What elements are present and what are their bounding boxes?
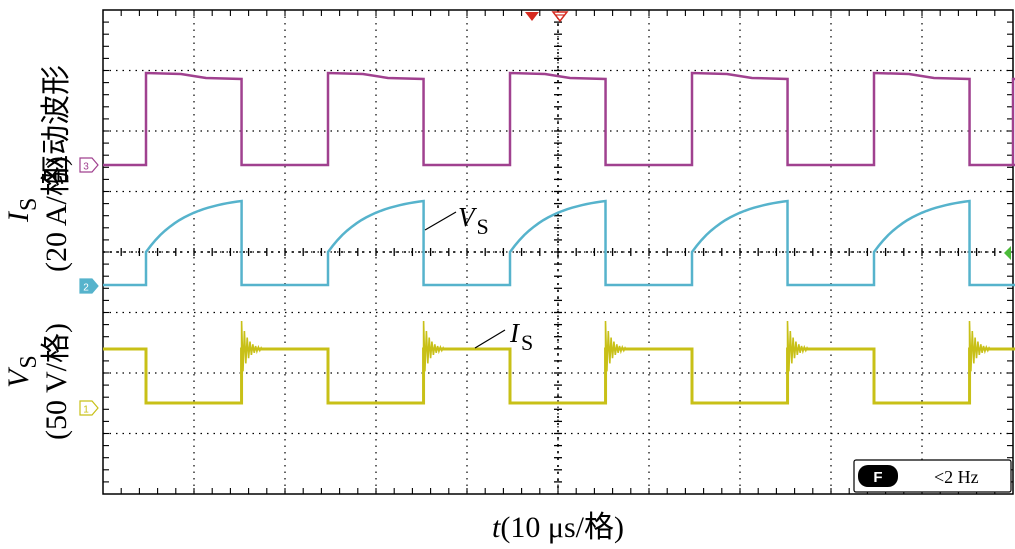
ringing-burst <box>786 320 810 372</box>
annotation-is: IS <box>509 318 533 355</box>
series-voltage <box>103 347 1015 405</box>
svg-text:1: 1 <box>83 405 89 416</box>
y-axis-label-drive: 驱动波形 <box>40 65 73 185</box>
status-badge <box>858 465 898 487</box>
ringing-burst <box>604 320 628 372</box>
y-axis-label-is: IS <box>2 198 42 223</box>
status-text: <2 Hz <box>934 467 979 487</box>
x-axis-label: t(10 μs/格) <box>492 511 624 544</box>
annotation-is-leader <box>474 329 506 349</box>
channel-marker-2: 2 <box>79 278 99 294</box>
ringing-burst <box>968 320 992 372</box>
svg-text:3: 3 <box>83 162 89 173</box>
status-box: F <2 Hz <box>853 459 1012 493</box>
svg-text:2: 2 <box>83 283 89 294</box>
waveforms <box>103 71 1015 405</box>
svg-text:F: F <box>873 469 882 486</box>
y-axis-label-vs: VS <box>2 355 42 388</box>
channel-marker-3: 3 <box>79 157 99 173</box>
channel-marker-1: 1 <box>79 400 99 416</box>
trigger-marker-filled <box>525 12 539 21</box>
annotation-vs: VS <box>458 202 489 239</box>
ringing-burst <box>240 320 264 372</box>
y-axis-label-is-scale: (20 A/格) <box>40 156 73 272</box>
trigger-marker-outline <box>551 11 569 23</box>
y-axis-label-vs-scale: (50 V/格) <box>40 323 73 440</box>
trigger-level-marker <box>1004 246 1011 260</box>
series-drive <box>103 71 1015 167</box>
ringing-burst <box>422 320 446 372</box>
series-current <box>103 199 1015 287</box>
annotation-vs-leader <box>424 211 457 231</box>
